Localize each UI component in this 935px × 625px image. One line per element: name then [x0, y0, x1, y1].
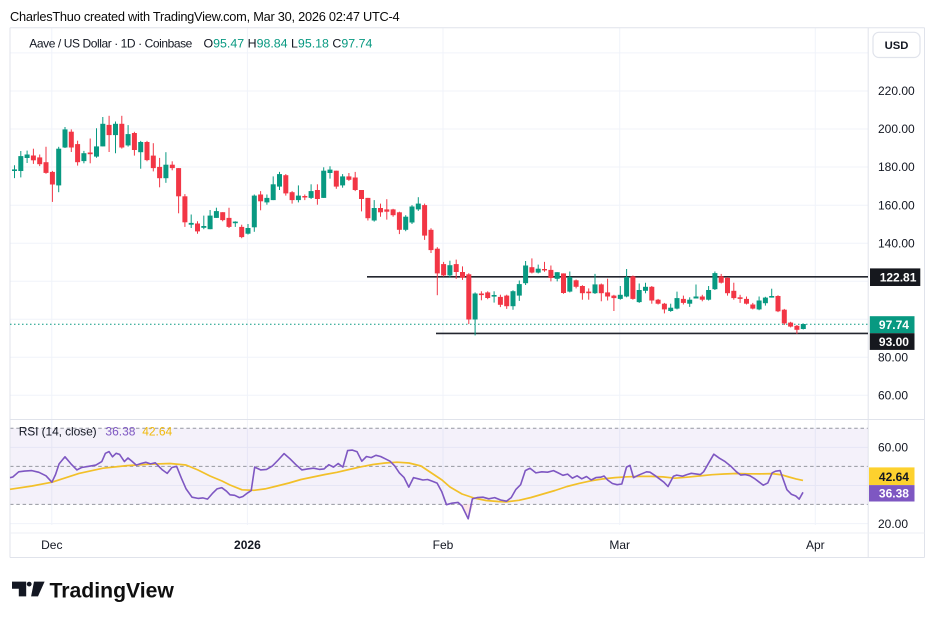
- svg-text:2026: 2026: [234, 538, 261, 552]
- svg-text:80.00: 80.00: [878, 350, 908, 364]
- svg-text:TradingView: TradingView: [50, 579, 175, 602]
- svg-text:42.64: 42.64: [142, 425, 172, 439]
- svg-text:Dec: Dec: [41, 538, 62, 552]
- svg-text:160.00: 160.00: [878, 198, 915, 212]
- svg-text:180.00: 180.00: [878, 160, 915, 174]
- svg-text:CharlesThuo created with Tradi: CharlesThuo created with TradingView.com…: [10, 9, 400, 24]
- svg-text:36.38: 36.38: [879, 487, 909, 501]
- svg-text:60.00: 60.00: [878, 389, 908, 403]
- svg-text:Aave / US Dollar · 1D · Coinba: Aave / US Dollar · 1D · Coinbase: [29, 37, 192, 51]
- svg-text:42.64: 42.64: [879, 470, 909, 484]
- svg-text:140.00: 140.00: [878, 236, 915, 250]
- svg-text:O95.47 H98.84 L95.18 C97.74: O95.47 H98.84 L95.18 C97.74: [204, 37, 373, 51]
- svg-text:USD: USD: [885, 40, 909, 52]
- svg-text:Mar: Mar: [609, 538, 630, 552]
- svg-text:97.74: 97.74: [879, 318, 909, 332]
- svg-text:Feb: Feb: [433, 538, 454, 552]
- svg-text:200.00: 200.00: [878, 122, 915, 136]
- svg-text:Apr: Apr: [806, 538, 825, 552]
- svg-text:RSI (14, close): RSI (14, close): [19, 425, 97, 439]
- svg-text:36.38: 36.38: [105, 425, 135, 439]
- svg-text:20.00: 20.00: [878, 517, 908, 531]
- svg-text:122.81: 122.81: [880, 271, 917, 285]
- svg-text:93.00: 93.00: [879, 335, 909, 349]
- svg-text:220.00: 220.00: [878, 84, 915, 98]
- svg-text:60.00: 60.00: [878, 441, 908, 455]
